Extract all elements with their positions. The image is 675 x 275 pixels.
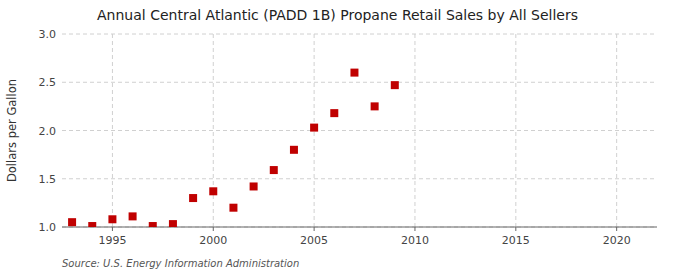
x-tick-mark [112,227,113,231]
point [350,69,358,77]
x-tick-mark [616,227,617,231]
y-tick-label: 1.5 [39,173,57,186]
y-tick-label: 2.5 [39,76,57,89]
grid [62,34,657,227]
y-tick-label: 3.0 [39,28,57,41]
point [108,215,116,223]
point [229,204,237,212]
x-tick-mark [414,227,415,231]
point [88,222,96,227]
x-tick-label: 1995 [98,234,126,247]
point [189,194,197,202]
y-tick-label: 1.0 [39,221,57,234]
point [169,220,177,227]
y-grid-line [62,178,657,179]
point [149,222,157,227]
points [68,69,399,227]
x-tick-label: 2015 [502,234,530,247]
x-grid-line [213,34,214,227]
point [250,182,258,190]
point [330,109,338,117]
chart-svg: Annual Central Atlantic (PADD 1B) Propan… [0,0,675,275]
point [68,218,76,226]
x-tick-label: 2000 [199,234,227,247]
x-tick-label: 2005 [300,234,328,247]
y-axis-label: Dollars per Gallon [5,79,19,182]
point [290,146,298,154]
x-tick-label: 2010 [401,234,429,247]
title: Annual Central Atlantic (PADD 1B) Propan… [97,7,578,23]
source: Source: U.S. Energy Information Administ… [62,258,299,269]
x-grid-line [616,34,617,227]
x-tick-label: 2020 [603,234,631,247]
point [209,187,217,195]
y-grid-line [62,34,657,35]
y-tick-label: 2.0 [39,125,57,138]
y-grid-line [62,82,657,83]
x-tick-mark [213,227,214,231]
point [270,166,278,174]
chart-container: Annual Central Atlantic (PADD 1B) Propan… [0,0,675,275]
x-grid-line [414,34,415,227]
point [391,81,399,89]
point [371,102,379,110]
point [310,124,318,132]
y-grid-line [62,130,657,131]
x-grid-line [515,34,516,227]
x-tick-mark [314,227,315,231]
x-grid-line [112,34,113,227]
point [129,212,137,220]
x-tick-mark [515,227,516,231]
